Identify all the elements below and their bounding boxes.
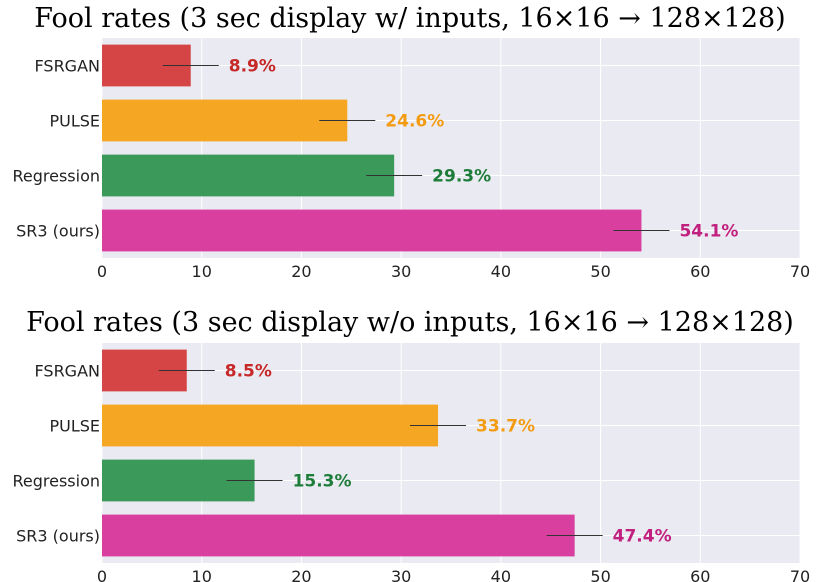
x-tick-label: 60: [690, 262, 710, 281]
bar: [102, 404, 439, 447]
category-label: Regression: [12, 167, 100, 186]
x-tick-label: 20: [291, 262, 311, 281]
x-tick-label: 60: [690, 567, 710, 582]
x-tick-label: 20: [291, 567, 311, 582]
x-tick-label: 30: [391, 567, 411, 582]
value-label: 33.7%: [476, 417, 535, 437]
x-tick-label: 40: [491, 262, 511, 281]
value-label: 8.5%: [225, 362, 272, 382]
bar: [102, 154, 395, 197]
chart-panel-without-inputs: Fool rates (3 sec display w/o inputs, 16…: [12, 307, 810, 582]
x-tick-label: 0: [97, 262, 107, 281]
category-label: PULSE: [49, 417, 100, 436]
value-label: 15.3%: [293, 472, 352, 492]
x-tick-label: 50: [590, 567, 610, 582]
category-label: Regression: [12, 472, 100, 491]
value-label: 47.4%: [613, 527, 672, 547]
x-tick-label: 70: [790, 567, 810, 582]
value-label: 54.1%: [679, 222, 738, 242]
bar: [102, 209, 642, 252]
value-label: 8.9%: [229, 57, 276, 77]
x-tick-label: 50: [590, 262, 610, 281]
value-label: 24.6%: [385, 112, 444, 132]
x-tick-label: 30: [391, 262, 411, 281]
value-label: 29.3%: [432, 167, 491, 187]
category-label: SR3 (ours): [16, 527, 100, 546]
x-tick-label: 0: [97, 567, 107, 582]
bar: [102, 514, 575, 557]
x-tick-label: 40: [491, 567, 511, 582]
bar: [102, 99, 348, 142]
chart-panel-with-inputs: Fool rates (3 sec display w/ inputs, 16×…: [12, 3, 810, 281]
chart-title: Fool rates (3 sec display w/o inputs, 16…: [26, 307, 794, 338]
category-label: FSRGAN: [34, 362, 100, 381]
x-tick-label: 10: [192, 567, 212, 582]
chart-title: Fool rates (3 sec display w/ inputs, 16×…: [34, 3, 785, 34]
category-label: FSRGAN: [34, 57, 100, 76]
x-tick-label: 70: [790, 262, 810, 281]
category-label: SR3 (ours): [16, 222, 100, 241]
x-tick-label: 10: [192, 262, 212, 281]
category-label: PULSE: [49, 112, 100, 131]
